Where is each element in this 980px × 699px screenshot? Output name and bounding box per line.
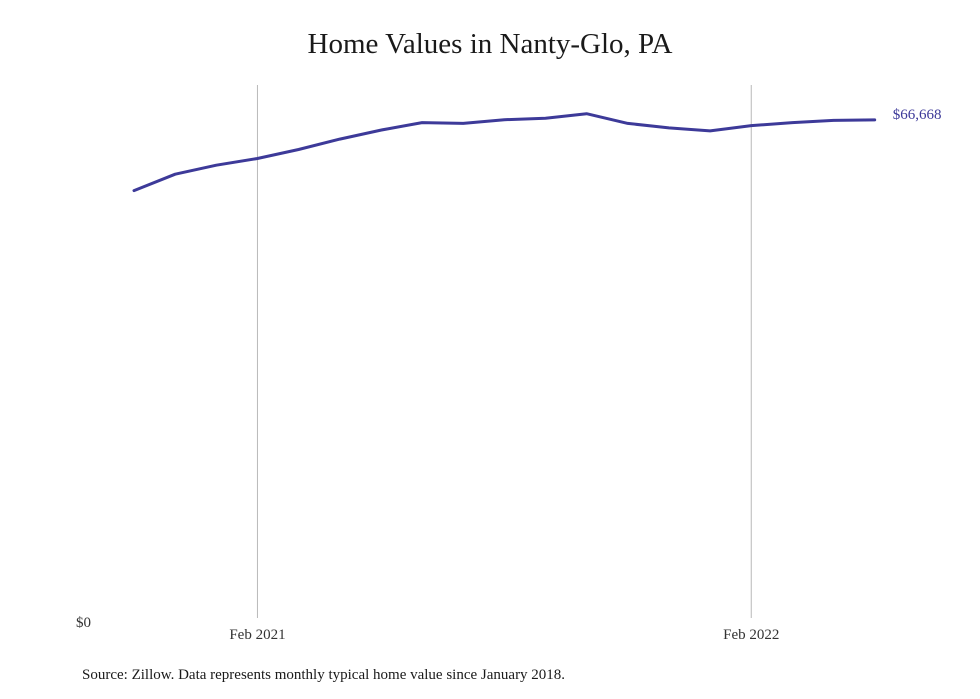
tick-labels: Feb 2021 Feb 2022 $0 $66,668 <box>76 107 941 643</box>
series-layer <box>132 112 877 193</box>
series-line <box>132 112 877 193</box>
x-tick-label: Feb 2022 <box>723 627 779 643</box>
end-value-label: $66,668 <box>893 107 942 123</box>
chart-title: Home Values in Nanty-Glo, PA <box>307 28 673 60</box>
source-note: Source: Zillow. Data represents monthly … <box>82 667 566 683</box>
x-tick-label: Feb 2021 <box>229 627 285 643</box>
gridlines <box>256 85 752 618</box>
y-tick-label: $0 <box>76 615 91 631</box>
